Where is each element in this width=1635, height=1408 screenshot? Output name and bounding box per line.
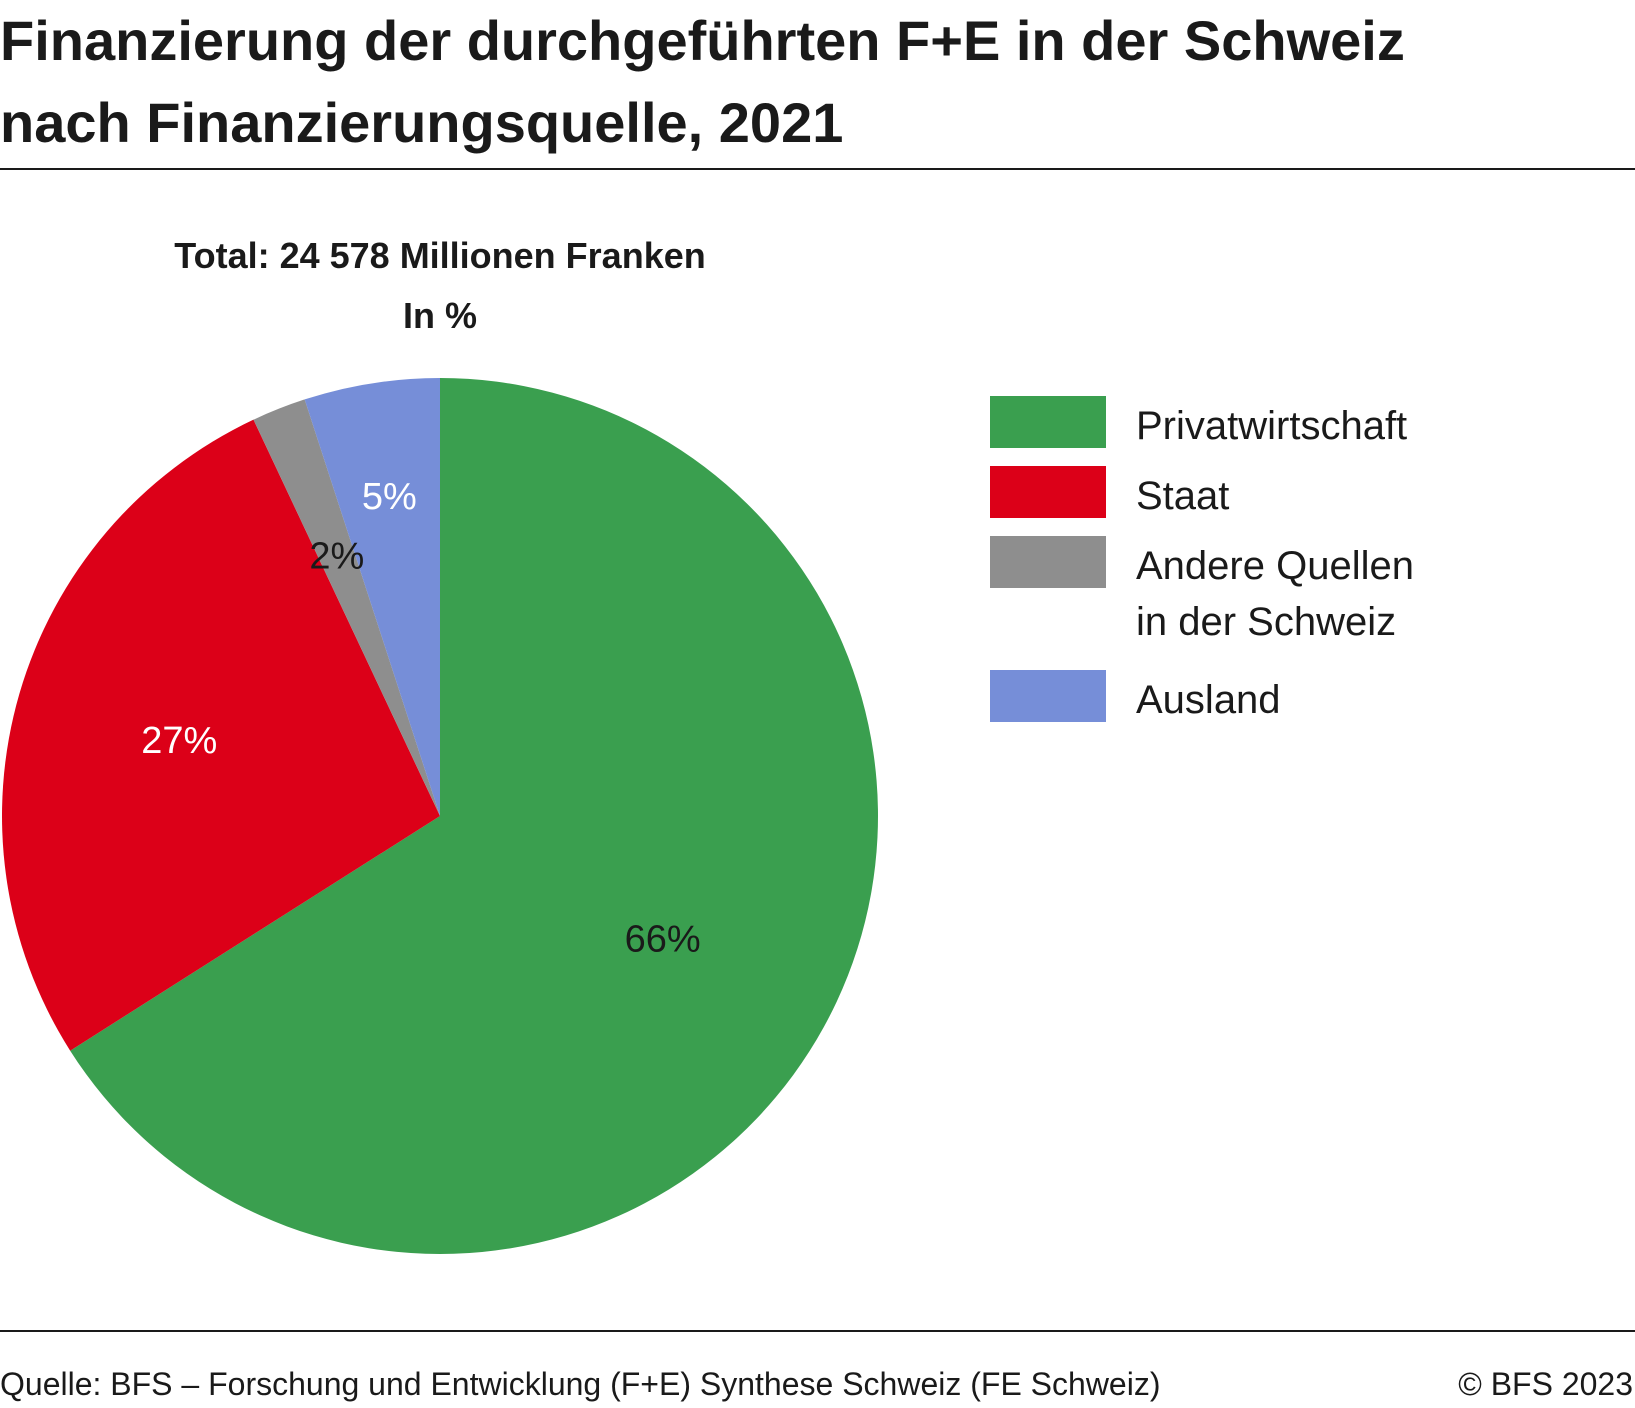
pie-chart: 66% 27% 2% 5%: [1, 378, 878, 1254]
pie-slice-2: [1, 419, 440, 1051]
legend-label-line: Andere Quellen: [1136, 544, 1414, 588]
legend-label: Andere Quellen in der Schweiz: [1136, 538, 1536, 650]
legend-label: Ausland: [1136, 672, 1536, 728]
source-note: Quelle: BFS – Forschung und Entwicklung …: [0, 1366, 1161, 1402]
legend-label-line: Ausland: [1136, 678, 1281, 722]
chart-title-line-2: nach Finanzierungsquelle, 2021: [0, 91, 844, 154]
pie-slice-label-4: 5%: [362, 476, 417, 518]
legend-label-line: Privatwirtschaft: [1136, 404, 1408, 448]
chart-title: Finanzierung der durchgeführten F+E in d…: [0, 0, 1635, 164]
legend-swatch: [990, 670, 1106, 722]
pie-slice-label-2: 27%: [141, 720, 217, 762]
legend-label-line: Staat: [1136, 474, 1230, 518]
pie-slice-4: [304, 378, 440, 816]
chart-subtitle-unit: In %: [402, 295, 477, 336]
legend-swatch: [990, 396, 1106, 448]
pie-slice-label-3: 2%: [309, 535, 364, 577]
pie-slice-label-1: 66%: [625, 918, 701, 960]
chart-title-line-1: Finanzierung der durchgeführten F+E in d…: [0, 9, 1405, 72]
legend-label: Staat: [1136, 468, 1536, 524]
copyright-note: © BFS 2023: [1458, 1366, 1633, 1402]
legend-label: Privatwirtschaft: [1136, 398, 1536, 454]
legend-swatch: [990, 466, 1106, 518]
legend-swatch: [990, 536, 1106, 588]
top-divider: [0, 168, 1635, 170]
legend-label-line: in der Schweiz: [1136, 600, 1397, 644]
chart-subtitle-total: Total: 24 578 Millionen Franken: [174, 235, 706, 276]
bottom-divider: [0, 1330, 1635, 1332]
pie-slice-1: [70, 378, 878, 1254]
pie-slice-3: [253, 399, 440, 816]
